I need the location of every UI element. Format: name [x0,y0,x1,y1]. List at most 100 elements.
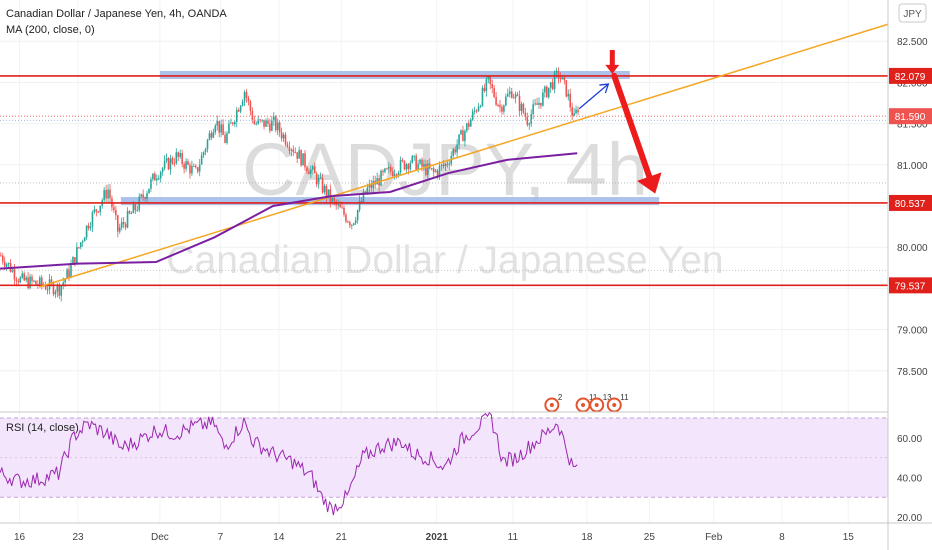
candle-body [148,188,150,194]
candle-body [70,264,72,278]
candle-body [1,255,4,262]
event-marker-dot [594,403,599,407]
red-down-marker [605,50,620,74]
candle-body [117,215,119,232]
candle-body [288,146,291,151]
candle-body [245,91,248,98]
candle-body [249,101,252,111]
candle-body [60,285,63,296]
candle-body [493,87,495,97]
candle-body [538,102,540,105]
candle-body [339,204,341,208]
candle-body [489,76,492,84]
candle-body [298,150,300,159]
candle-body [551,82,554,90]
candle-body [477,106,480,112]
candle-body [87,225,90,229]
candle-body [419,159,421,164]
candle-body [21,273,24,278]
candle-body [331,198,334,202]
candle-body [300,150,302,166]
candle-body [495,96,497,105]
candle-body [7,262,10,265]
candle-body [485,79,488,92]
candle-body [35,280,37,285]
candle-body [549,82,552,88]
candle-body [85,225,88,238]
candle-body [341,207,343,209]
candle-body [563,77,566,81]
candle-body [528,123,531,125]
candle-body [259,119,261,121]
currency-badge[interactable]: JPY [898,3,927,23]
candle-body [333,198,336,201]
candle-body [191,165,193,174]
candle-body [76,247,78,264]
candle-body [391,171,394,176]
candle-body [171,158,174,164]
candle-body [189,164,191,174]
candle-body [243,91,246,102]
blue-arrow-shaft [578,83,609,110]
level-price-tag-bg [889,67,932,84]
candle-body [520,103,523,111]
candle-body [423,163,425,167]
candle-body [366,187,369,194]
candle-body [421,159,423,167]
candle-body [401,159,404,161]
candle-body [56,284,59,292]
candle-body [553,72,556,90]
candle-body [508,91,511,95]
candle-body [79,242,82,248]
candle-body [64,278,66,283]
overlays [0,23,889,288]
zone-rect [120,197,660,206]
candle-body [409,162,412,170]
candle-body [253,120,256,125]
candle-body [399,159,402,173]
candle-body [532,104,534,115]
candle-body [524,112,527,117]
candle-body [559,77,562,80]
candle-body [241,101,244,106]
candle-body [313,166,316,174]
candle-body [438,165,441,176]
time-tick-label: 8 [779,532,785,543]
candle-body [146,193,148,199]
candle-body [72,257,74,265]
candle-body [113,207,115,210]
candle-body [261,119,263,121]
candle-body [499,105,501,107]
candle-body [310,169,312,175]
candle-body [546,86,548,98]
candle-body [561,77,564,80]
candle-body [62,282,64,286]
candle-body [107,189,109,199]
candle-body [132,204,135,214]
candle-body [3,261,6,267]
candle-body [302,153,304,166]
candle-body [237,109,240,112]
candle-body [483,87,486,92]
candle-body [432,168,435,172]
candle-body [413,155,415,157]
candle-body [427,163,429,175]
time-tick-label: 21 [336,532,348,543]
candle-body [312,166,314,170]
candle-body [370,183,373,189]
candle-body [460,130,462,135]
current-price-tag-label: 81.590 [895,112,926,123]
candle-body [5,264,8,267]
time-tick-label: 23 [72,532,84,543]
candle-body [46,289,49,291]
candle-body [337,204,339,206]
candle-body [284,134,287,145]
candle-body [128,211,131,214]
event-marker-count: 11 [620,393,629,402]
rsi-axis: 20.00 40.00 60.00 [897,434,922,524]
candle-body [362,191,365,202]
candle-body [247,97,250,102]
candle-body [29,276,31,289]
currency-badge-label: JPY [903,9,922,20]
